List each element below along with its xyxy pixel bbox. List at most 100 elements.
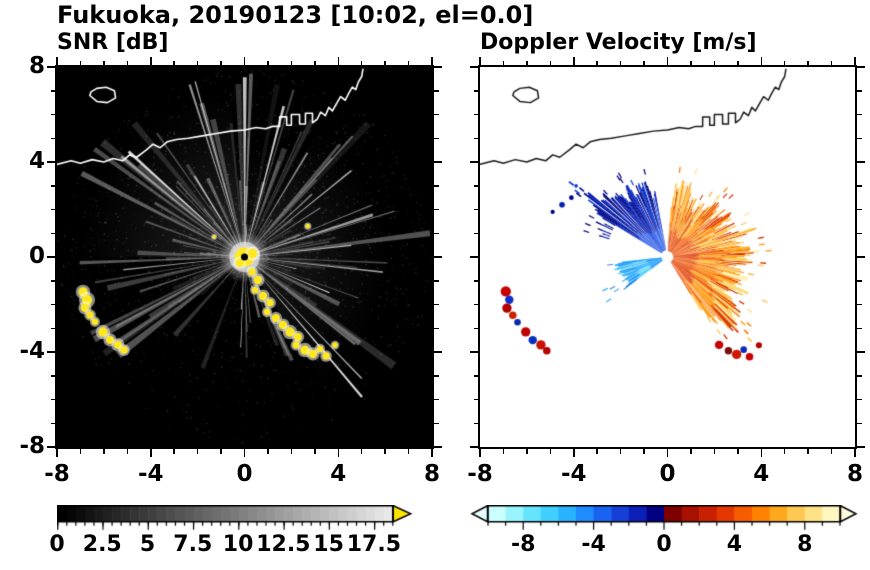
x-tick: [760, 57, 762, 65]
y-tick: [50, 208, 55, 211]
y-tick: [50, 113, 55, 116]
y-tick: [470, 256, 478, 258]
y-tick: [473, 232, 478, 234]
x-tick: [150, 449, 152, 457]
y-tick: [857, 90, 862, 92]
x-tick-label: 4: [753, 461, 770, 487]
snr-plot: [55, 65, 434, 449]
doppler-colorbar-label: -8: [510, 532, 536, 557]
y-tick: [470, 161, 478, 163]
y-tick: [473, 398, 478, 401]
x-tick: [126, 449, 129, 454]
x-tick-label: 0: [236, 461, 253, 487]
y-tick: [473, 137, 478, 139]
y-tick: [434, 137, 439, 139]
x-tick: [173, 60, 175, 65]
y-tick: [434, 66, 442, 68]
y-tick: [434, 446, 442, 448]
y-tick: [857, 446, 865, 448]
x-tick: [807, 60, 809, 65]
y-tick: [434, 422, 439, 424]
y-tick: [857, 185, 862, 187]
y-tick: [50, 232, 55, 234]
y-tick: [473, 90, 478, 92]
snr-plot-canvas: [57, 67, 432, 447]
x-tick: [126, 60, 129, 65]
y-tick: [434, 351, 442, 353]
x-tick: [713, 449, 716, 454]
y-tick: [50, 422, 55, 424]
y-tick: [470, 446, 478, 448]
x-tick: [314, 60, 316, 65]
y-tick: [857, 375, 862, 377]
x-tick: [760, 449, 762, 457]
x-tick: [103, 449, 105, 454]
x-tick: [431, 57, 433, 65]
snr-colorbar-label: 2.5: [82, 532, 122, 557]
y-tick: [50, 398, 55, 401]
snr-colorbar-label: 10: [222, 532, 254, 557]
doppler-colorbar: [470, 505, 860, 533]
y-tick: [434, 375, 439, 377]
y-tick: [47, 66, 55, 68]
y-tick: [47, 446, 55, 448]
x-tick: [337, 449, 339, 457]
x-tick: [290, 60, 293, 65]
doppler-colorbar-label: 8: [797, 532, 813, 557]
x-tick: [290, 449, 293, 454]
y-tick: [50, 303, 55, 306]
x-tick-label: 8: [846, 461, 863, 487]
x-tick: [549, 60, 552, 65]
x-tick: [384, 60, 386, 65]
doppler-plot: [478, 65, 857, 449]
x-tick-label: -4: [560, 461, 587, 487]
y-tick: [434, 280, 439, 282]
y-tick: [50, 90, 55, 92]
y-tick: [50, 137, 55, 139]
x-tick: [807, 449, 809, 454]
x-tick: [267, 449, 269, 454]
y-tick: [50, 185, 55, 187]
doppler-colorbar-label: 4: [726, 532, 743, 557]
doppler-colorbar-label: -4: [581, 532, 606, 557]
snr-colorbar-label: 17.5: [346, 532, 402, 557]
snr-panel-title: SNR [dB]: [57, 30, 169, 55]
y-tick: [857, 66, 865, 68]
x-tick: [103, 60, 105, 65]
x-tick: [243, 57, 246, 65]
x-tick: [267, 60, 269, 65]
x-tick: [337, 57, 339, 65]
x-tick: [407, 449, 410, 454]
y-tick: [473, 113, 478, 116]
x-tick: [737, 60, 739, 65]
y-tick: [50, 327, 55, 329]
y-tick-label: 8: [28, 53, 45, 79]
y-tick: [434, 161, 442, 163]
x-tick: [854, 57, 856, 65]
y-tick: [857, 303, 862, 306]
x-tick: [666, 449, 669, 457]
x-tick: [79, 60, 82, 65]
x-tick: [690, 60, 692, 65]
y-tick: [473, 375, 478, 377]
x-tick: [783, 60, 786, 65]
x-tick: [314, 449, 316, 454]
x-tick: [596, 449, 598, 454]
y-tick-label: -4: [19, 338, 45, 364]
snr-colorbar-label: 12.5: [256, 532, 311, 557]
y-tick: [857, 232, 862, 234]
x-tick: [502, 449, 505, 454]
y-tick: [473, 185, 478, 187]
doppler-panel-title: Doppler Velocity [m/s]: [480, 30, 757, 55]
x-tick: [737, 449, 739, 454]
x-tick: [431, 449, 433, 457]
x-tick-label: -4: [137, 461, 164, 487]
snr-colorbar: [57, 505, 417, 533]
y-tick: [434, 256, 442, 258]
y-tick: [470, 66, 478, 68]
x-tick: [150, 57, 152, 65]
y-tick-label: 4: [28, 148, 45, 174]
x-tick: [407, 60, 410, 65]
y-tick-label: 0: [28, 243, 45, 269]
